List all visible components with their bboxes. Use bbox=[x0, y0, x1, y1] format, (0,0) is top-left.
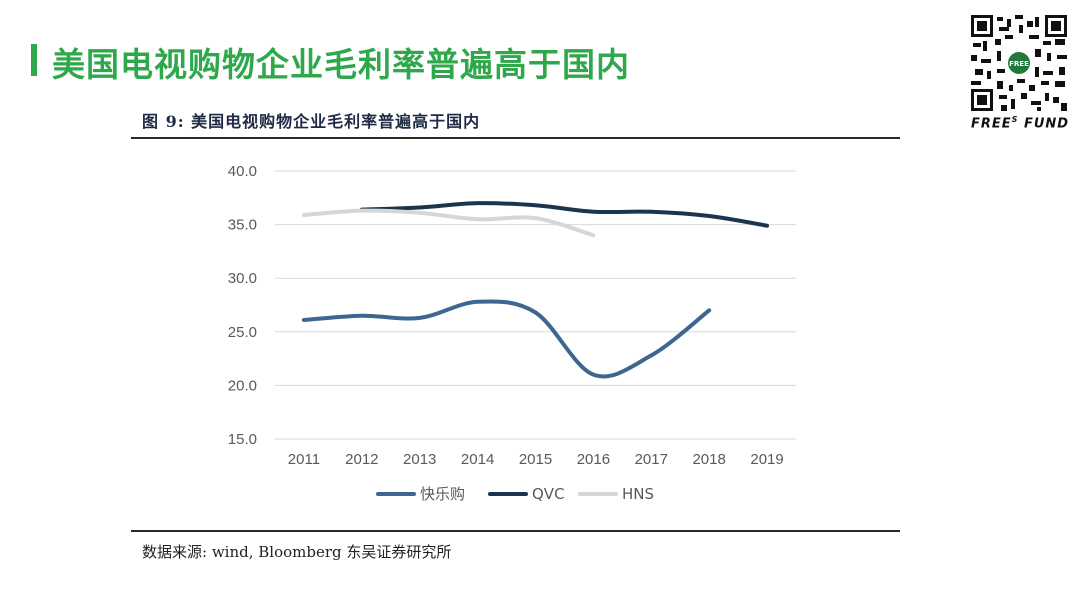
x-tick-label: 2014 bbox=[461, 451, 494, 468]
y-tick-label: 15.0 bbox=[228, 431, 257, 448]
y-tick-label: 30.0 bbox=[228, 270, 257, 287]
source-note: 数据来源: wind, Bloomberg 东吴证券研究所 bbox=[142, 543, 452, 561]
y-tick-label: 35.0 bbox=[228, 217, 257, 234]
x-tick-label: 2012 bbox=[345, 451, 378, 468]
legend-label: HNS bbox=[622, 485, 654, 503]
x-tick-label: 2013 bbox=[403, 451, 436, 468]
title-accent-bar bbox=[31, 44, 37, 76]
y-tick-label: 25.0 bbox=[228, 324, 257, 341]
y-tick-label: 20.0 bbox=[228, 377, 257, 394]
series-line-2 bbox=[301, 208, 596, 238]
x-tick-label: 2016 bbox=[577, 451, 610, 468]
legend-label: QVC bbox=[532, 485, 565, 503]
figure-caption: 图 9: 美国电视购物企业毛利率普遍高于国内 bbox=[142, 112, 481, 131]
y-tick-label: 40.0 bbox=[228, 163, 257, 180]
x-tick-label: 2018 bbox=[692, 451, 725, 468]
slide-title: 美国电视购物企业毛利率普遍高于国内 bbox=[52, 45, 630, 84]
series-line-0 bbox=[301, 299, 712, 379]
source-top-rule bbox=[131, 530, 900, 532]
x-tick-label: 2011 bbox=[288, 451, 320, 468]
x-tick-label: 2017 bbox=[635, 451, 668, 468]
x-tick-label: 2019 bbox=[750, 451, 783, 468]
series-line-1 bbox=[359, 201, 770, 228]
qr-code: FREE bbox=[971, 15, 1067, 111]
legend-label: 快乐购 bbox=[420, 485, 465, 503]
qr-center-logo: FREE bbox=[1009, 60, 1029, 68]
x-tick-label: 2015 bbox=[519, 451, 552, 468]
brand-logo: FREES FUND bbox=[971, 115, 1070, 132]
caption-top-rule bbox=[131, 137, 900, 139]
